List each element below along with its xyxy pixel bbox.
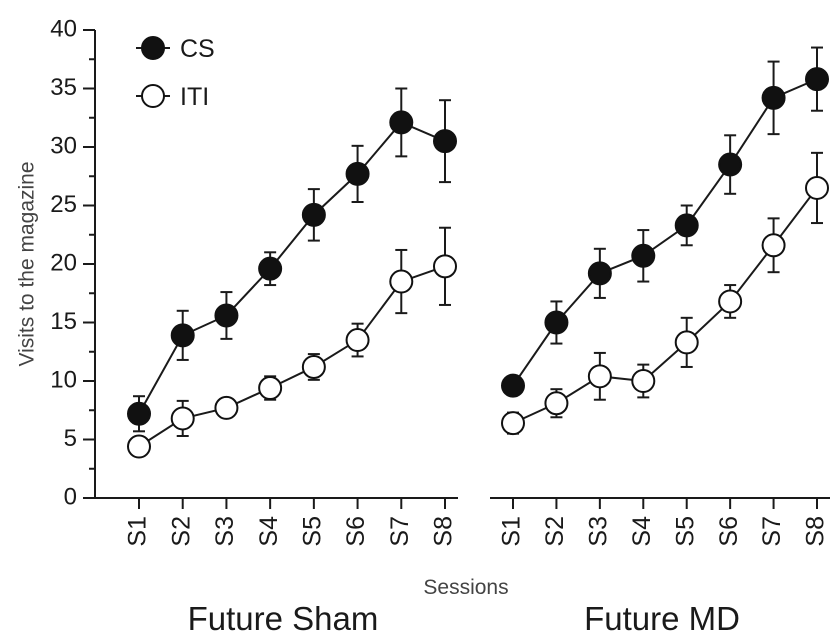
x-tick-label: S5 xyxy=(298,516,326,547)
data-point xyxy=(501,411,525,436)
data-point xyxy=(631,243,656,268)
data-point xyxy=(258,256,283,281)
legend-cs-label: CS xyxy=(180,35,215,63)
x-tick-label: S8 xyxy=(430,516,458,547)
x-tick-label: S6 xyxy=(342,516,370,547)
series-cs-md xyxy=(501,46,829,398)
series-line xyxy=(512,187,818,425)
x-ticks: S1 S2 S3 S4 S5 S6 S7 S8 S1 S2 S3 S4 S5 S6 S7 S8 xyxy=(124,498,830,547)
data-point xyxy=(127,434,151,459)
data-point xyxy=(214,395,239,420)
x-tick-label: S2 xyxy=(167,516,195,547)
y-tick-label: 40 xyxy=(50,15,77,42)
series-iti-md xyxy=(501,151,829,436)
data-point xyxy=(389,110,414,135)
data-point xyxy=(170,406,195,431)
series-layer xyxy=(127,46,829,459)
data-point xyxy=(761,233,786,258)
series-cs-sham xyxy=(127,87,457,433)
data-point xyxy=(433,254,457,279)
x-tick-label: S7 xyxy=(758,516,786,547)
x-axis-title: Sessions xyxy=(423,576,508,599)
y-tick-label: 10 xyxy=(50,366,77,393)
legend-cs-marker xyxy=(141,36,165,60)
data-point xyxy=(587,261,612,286)
x-tick-label: S8 xyxy=(802,516,830,547)
data-point xyxy=(674,330,699,355)
data-point xyxy=(718,289,743,314)
data-point xyxy=(170,323,195,348)
x-tick-label: S1 xyxy=(498,516,526,547)
series-line xyxy=(138,121,446,415)
x-tick-label: S6 xyxy=(715,516,743,547)
legend-iti-label: ITI xyxy=(180,83,209,111)
group-label-future-sham: Future Sham xyxy=(188,600,379,634)
y-tick-label: 15 xyxy=(50,308,77,335)
series-line xyxy=(512,78,818,387)
data-point xyxy=(301,354,326,379)
x-tick-label: S4 xyxy=(628,516,656,547)
x-tick-label: S3 xyxy=(211,516,239,547)
legend: CS ITI xyxy=(136,35,215,111)
data-point xyxy=(805,175,829,200)
series-iti-sham xyxy=(127,226,457,459)
y-tick-label: 5 xyxy=(64,425,77,452)
legend-iti-marker xyxy=(141,84,165,108)
y-tick-label: 20 xyxy=(50,249,77,276)
group-label-future-md: Future MD xyxy=(584,600,740,634)
x-tick-label: S2 xyxy=(541,516,569,547)
data-point xyxy=(127,401,151,426)
data-point xyxy=(805,67,829,92)
data-point xyxy=(544,391,569,416)
y-tick-label: 30 xyxy=(50,132,77,159)
data-point xyxy=(761,85,786,110)
y-axis-title: Visits to the magazine xyxy=(16,161,39,366)
data-point xyxy=(389,269,414,294)
x-tick-label: S3 xyxy=(584,516,612,547)
y-tick-label: 35 xyxy=(50,74,77,101)
x-tick-label: S7 xyxy=(386,516,414,547)
data-point xyxy=(345,328,370,353)
data-point xyxy=(718,152,743,177)
data-point xyxy=(301,202,326,227)
y-tick-label: 25 xyxy=(50,191,77,218)
data-point xyxy=(587,364,612,389)
y-axis: 0 5 10 15 20 25 30 35 40 xyxy=(50,15,96,510)
data-point xyxy=(345,161,370,186)
data-point xyxy=(501,373,525,398)
data-point xyxy=(433,129,457,154)
y-tick-label: 0 xyxy=(64,483,77,510)
data-point xyxy=(214,303,239,328)
data-point xyxy=(631,369,656,393)
y-ticks: 0 5 10 15 20 25 30 35 40 xyxy=(50,15,95,510)
data-point xyxy=(544,310,569,335)
x-tick-label: S4 xyxy=(255,516,283,547)
x-tick-label: S5 xyxy=(671,516,699,547)
x-tick-label: S1 xyxy=(124,516,152,547)
data-point xyxy=(258,376,283,401)
data-point xyxy=(674,213,699,238)
